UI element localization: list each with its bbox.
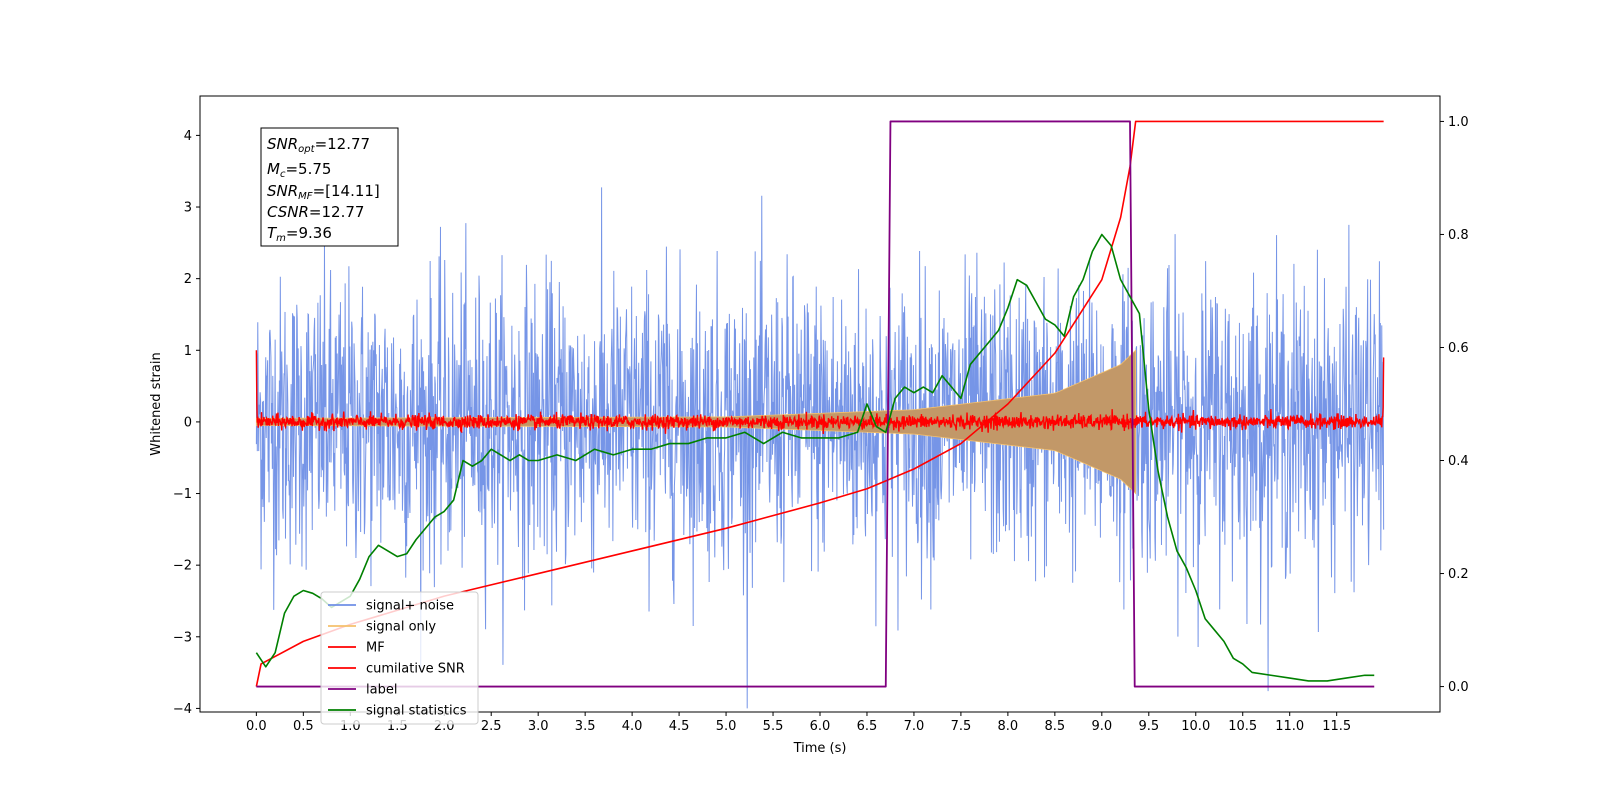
- y-tick-label-left: −3: [173, 630, 192, 645]
- x-tick-label: 6.5: [857, 719, 878, 734]
- y-tick-label-left: −2: [173, 559, 192, 574]
- legend-entry-label: label: [366, 683, 397, 698]
- annotation-frame: [260, 127, 399, 247]
- y-tick-label-right: 0.6: [1448, 341, 1469, 356]
- legend: signal+ noise signal only MF cumilative SNR…: [320, 591, 479, 725]
- y-tick-label-left: 3: [184, 201, 192, 216]
- series-signal-statistics-line: [255, 233, 1375, 682]
- series-mf-line: [255, 350, 1385, 435]
- x-tick-label: 8.5: [1045, 719, 1066, 734]
- x-axis-title: Time (s): [793, 741, 847, 756]
- y-tick-label-right: 1.0: [1448, 115, 1469, 130]
- x-tick-label: 3.5: [575, 719, 596, 734]
- y-tick-label-right: 0.2: [1448, 567, 1469, 582]
- legend-entry-label: signal only: [366, 620, 436, 635]
- x-tick-label: 11.0: [1275, 719, 1304, 734]
- y-tick-label-right: 0.0: [1448, 680, 1469, 695]
- x-tick-label: 10.5: [1228, 719, 1257, 734]
- y-tick-label-left: 4: [184, 129, 192, 144]
- x-tick-label: 6.0: [810, 719, 831, 734]
- x-tick-label: 7.0: [904, 719, 925, 734]
- x-tick-label: 11.5: [1322, 719, 1351, 734]
- legend-entry-label: MF: [366, 641, 385, 656]
- annotation-csnr: CSNR=12.77: [267, 203, 364, 221]
- x-tick-label: 10.0: [1181, 719, 1210, 734]
- legend-entry-label: cumilative SNR: [366, 662, 465, 677]
- y-tick-label-left: −4: [173, 702, 192, 717]
- x-tick-label: 0.5: [293, 719, 314, 734]
- annotation-box: SNRopt=12.77 Mc=5.75 SNRMF=[14.11] CSNR=…: [260, 127, 399, 247]
- y-tick-label-left: −1: [173, 487, 192, 502]
- x-tick-label: 4.0: [622, 719, 643, 734]
- x-tick-label: 9.5: [1138, 719, 1159, 734]
- axes: 0.0 0.5 1.0 1.5 2.0 2.5 3.0 3.5 4.0 4.5 5.0 5.5 6.0 6…: [173, 115, 1469, 734]
- y-axis-title-left: Whitened strain: [149, 352, 164, 455]
- y-tick-label-right: 0.8: [1448, 228, 1469, 243]
- y-tick-label-left: 2: [184, 272, 192, 287]
- plot-area: [255, 120, 1385, 709]
- annotation-mc: Mc=5.75: [267, 160, 331, 180]
- annotation-tm: Tm=9.36: [267, 224, 332, 244]
- annotation-snr-opt: SNRopt=12.77: [267, 135, 370, 155]
- y-tick-label-left: 0: [184, 415, 192, 430]
- legend-entry-label: signal+ noise: [366, 599, 454, 614]
- x-tick-label: 3.0: [528, 719, 549, 734]
- annotation-snr-mf: SNRMF=[14.11]: [267, 182, 380, 202]
- x-tick-label: 0.0: [246, 719, 267, 734]
- x-tick-label: 5.0: [716, 719, 737, 734]
- legend-entry-label: signal statistics: [366, 704, 467, 719]
- x-tick-label: 7.5: [951, 719, 972, 734]
- series-label-line: [256, 120, 1375, 688]
- x-tick-label: 8.0: [998, 719, 1019, 734]
- x-tick-label: 5.5: [763, 719, 784, 734]
- x-tick-label: 4.5: [669, 719, 690, 734]
- y-tick-label-right: 0.4: [1448, 454, 1469, 469]
- y-tick-label-left: 1: [184, 344, 192, 359]
- x-tick-label: 9.0: [1091, 719, 1112, 734]
- legend-frame: [320, 591, 479, 725]
- x-tick-label: 2.5: [481, 719, 502, 734]
